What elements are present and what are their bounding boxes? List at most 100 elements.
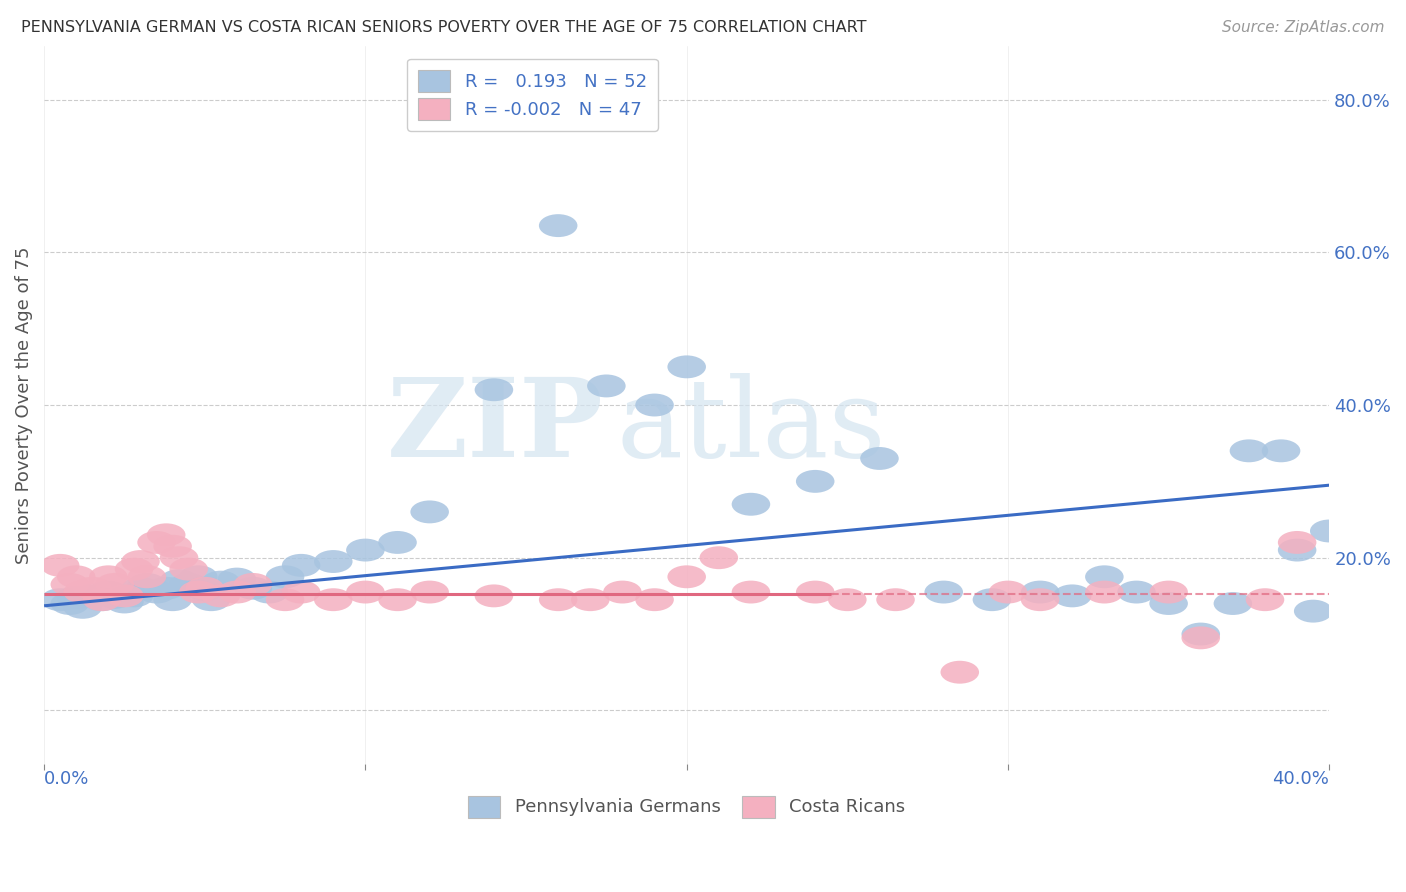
Ellipse shape [700,546,738,569]
Ellipse shape [668,566,706,588]
Ellipse shape [538,214,578,237]
Ellipse shape [121,577,160,599]
Ellipse shape [160,546,198,569]
Ellipse shape [988,581,1028,604]
Ellipse shape [128,566,166,588]
Ellipse shape [96,573,134,596]
Ellipse shape [475,584,513,607]
Ellipse shape [1085,566,1123,588]
Ellipse shape [378,531,416,554]
Ellipse shape [89,566,128,588]
Ellipse shape [115,558,153,581]
Ellipse shape [169,573,208,596]
Ellipse shape [1278,539,1316,562]
Ellipse shape [201,571,240,593]
Ellipse shape [169,558,208,581]
Ellipse shape [588,375,626,398]
Ellipse shape [58,586,96,609]
Ellipse shape [201,584,240,607]
Text: PENNSYLVANIA GERMAN VS COSTA RICAN SENIORS POVERTY OVER THE AGE OF 75 CORRELATIO: PENNSYLVANIA GERMAN VS COSTA RICAN SENIO… [21,20,866,35]
Ellipse shape [1149,592,1188,615]
Ellipse shape [128,573,166,596]
Ellipse shape [160,569,198,592]
Ellipse shape [153,588,191,611]
Ellipse shape [233,577,273,599]
Ellipse shape [1021,588,1059,611]
Ellipse shape [105,584,143,607]
Ellipse shape [186,577,224,599]
Ellipse shape [153,535,191,558]
Ellipse shape [281,581,321,604]
Ellipse shape [796,581,835,604]
Ellipse shape [179,581,218,604]
Text: atlas: atlas [616,373,886,480]
Ellipse shape [1213,592,1253,615]
Ellipse shape [1278,531,1316,554]
Ellipse shape [73,577,111,599]
Ellipse shape [796,470,835,492]
Ellipse shape [346,539,385,562]
Text: 0.0%: 0.0% [44,770,90,788]
Ellipse shape [250,581,288,604]
Ellipse shape [1310,519,1348,542]
Ellipse shape [378,588,416,611]
Ellipse shape [1149,581,1188,604]
Ellipse shape [603,581,641,604]
Ellipse shape [146,577,186,599]
Text: Source: ZipAtlas.com: Source: ZipAtlas.com [1222,20,1385,35]
Ellipse shape [876,588,915,611]
Ellipse shape [186,578,224,601]
Ellipse shape [179,566,218,588]
Ellipse shape [96,586,134,609]
Ellipse shape [1294,599,1333,623]
Ellipse shape [1085,581,1123,604]
Ellipse shape [51,592,89,615]
Ellipse shape [83,588,121,611]
Ellipse shape [973,588,1011,611]
Ellipse shape [538,588,578,611]
Ellipse shape [138,581,176,604]
Ellipse shape [41,588,80,611]
Ellipse shape [1181,623,1220,646]
Ellipse shape [314,588,353,611]
Ellipse shape [668,355,706,378]
Ellipse shape [636,393,673,417]
Ellipse shape [266,566,304,588]
Ellipse shape [63,581,103,604]
Ellipse shape [146,524,186,546]
Ellipse shape [58,566,96,588]
Ellipse shape [191,588,231,611]
Ellipse shape [105,591,143,614]
Text: 40.0%: 40.0% [1272,770,1329,788]
Ellipse shape [138,531,176,554]
Ellipse shape [475,378,513,401]
Ellipse shape [411,500,449,524]
Ellipse shape [314,550,353,573]
Text: ZIP: ZIP [387,373,603,480]
Ellipse shape [1261,440,1301,462]
Legend: Pennsylvania Germans, Costa Ricans: Pennsylvania Germans, Costa Ricans [458,787,914,827]
Ellipse shape [266,588,304,611]
Ellipse shape [63,596,103,619]
Ellipse shape [346,581,385,604]
Ellipse shape [41,554,80,577]
Ellipse shape [51,573,89,596]
Ellipse shape [828,588,866,611]
Ellipse shape [1118,581,1156,604]
Ellipse shape [89,581,128,604]
Ellipse shape [941,661,979,683]
Ellipse shape [218,581,256,604]
Ellipse shape [411,581,449,604]
Ellipse shape [860,447,898,470]
Ellipse shape [1181,626,1220,649]
Ellipse shape [571,588,610,611]
Ellipse shape [1021,581,1059,604]
Ellipse shape [731,492,770,516]
Ellipse shape [1246,588,1284,611]
Ellipse shape [281,554,321,577]
Ellipse shape [1230,440,1268,462]
Ellipse shape [731,581,770,604]
Y-axis label: Seniors Poverty Over the Age of 75: Seniors Poverty Over the Age of 75 [15,246,32,564]
Ellipse shape [83,588,121,611]
Ellipse shape [218,567,256,591]
